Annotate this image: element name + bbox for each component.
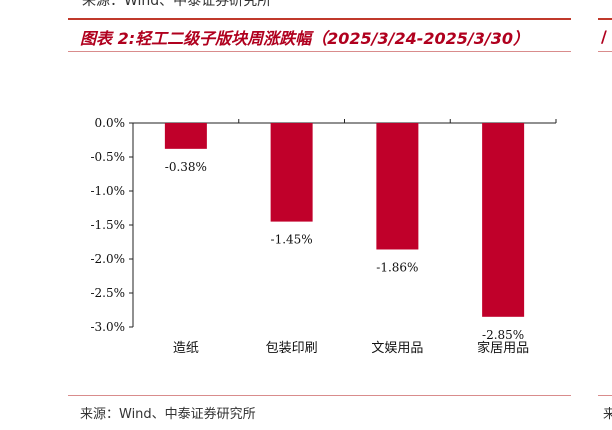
category-label: 包装印刷 <box>266 341 318 356</box>
y-tick-label: 0.0% <box>95 116 126 130</box>
right-bottom-divider <box>598 395 612 396</box>
y-tick-label: -2.0% <box>90 252 125 266</box>
data-label: -0.38% <box>165 160 207 174</box>
bar <box>164 123 207 149</box>
y-tick-label: -1.5% <box>90 218 125 232</box>
y-tick-label: -2.5% <box>90 286 125 300</box>
y-tick-label: -0.5% <box>90 150 125 164</box>
source-note: 来源：Wind、中泰证券研究所 <box>80 407 256 422</box>
category-label: 家居用品 <box>477 340 529 356</box>
bar <box>376 123 419 250</box>
data-label: -2.85% <box>482 328 524 342</box>
right-column-source-fragment: 来 <box>603 407 612 422</box>
data-label: -1.45% <box>271 233 313 247</box>
data-label: -1.86% <box>376 260 418 274</box>
bars <box>164 123 525 317</box>
right-column-title-fragment: / <box>601 27 607 46</box>
bar <box>482 123 525 317</box>
bar <box>270 123 313 222</box>
right-title-divider <box>598 51 612 52</box>
top-source-note: 来源：Wind、中泰证券研究所 <box>82 0 272 9</box>
right-top-divider <box>598 18 612 20</box>
y-tick-label: -1.0% <box>90 184 125 198</box>
title-divider <box>68 51 571 52</box>
top-divider <box>68 18 571 20</box>
data-labels: -0.38% -1.45% -1.86% -2.85% <box>165 160 524 342</box>
y-tick-label: -3.0% <box>90 320 125 334</box>
category-label: 造纸 <box>173 341 199 356</box>
figure-title: 图表 2:轻工二级子版块周涨跌幅（2025/3/24-2025/3/30） <box>80 29 529 48</box>
category-labels: 造纸 包装印刷 文娱用品 家居用品 <box>173 340 529 356</box>
bottom-divider <box>68 395 571 396</box>
category-label: 文娱用品 <box>371 341 423 356</box>
